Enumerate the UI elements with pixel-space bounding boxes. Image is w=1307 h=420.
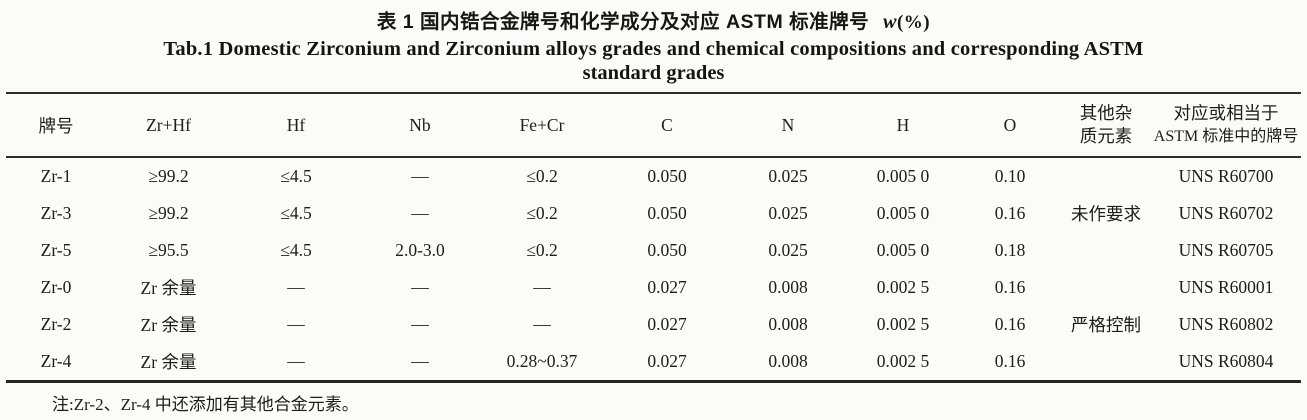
header-other-impurities: 其他杂 质元素	[1061, 93, 1151, 157]
header-astm-equivalent-line2: ASTM 标准中的牌号	[1153, 128, 1299, 145]
cell-n: 0.008	[768, 314, 808, 334]
cell-c: 0.027	[647, 351, 687, 371]
cell-zr-hf: Zr 余量	[140, 315, 197, 335]
cell-o: 0.16	[994, 277, 1026, 297]
cell-c: 0.050	[647, 240, 687, 260]
cell-nb: 2.0-3.0	[395, 240, 445, 260]
cell-zr-hf: ≥95.5	[148, 240, 189, 260]
cell-nb: —	[411, 314, 429, 334]
cell-nb: —	[411, 351, 429, 371]
header-astm-equivalent-line1: 对应或相当于	[1173, 103, 1279, 123]
table-row-zr2: Zr-2 Zr 余量 — — — 0.027 0.008 0.002 5 0.1…	[6, 306, 1301, 343]
cell-c: 0.027	[647, 277, 687, 297]
cell-nb: —	[411, 166, 429, 186]
cell-grade: Zr-1	[40, 166, 72, 186]
cell-impurity-merged-group2: 严格控制	[1071, 315, 1141, 335]
cell-fe-cr: 0.28~0.37	[506, 351, 578, 371]
header-hf: Hf	[286, 114, 306, 135]
cell-fe-cr: ≤0.2	[526, 203, 558, 223]
mass-fraction-unit: (%)	[896, 12, 931, 33]
table-title-english-line1: Tab.1 Domestic Zirconium and Zirconium a…	[163, 38, 1144, 60]
header-h: H	[896, 114, 910, 135]
table-row-zr0: Zr-0 Zr 余量 — — — 0.027 0.008 0.002 5 0.1…	[6, 269, 1301, 335]
header-zr-hf: Zr+Hf	[146, 114, 191, 135]
cell-astm: UNS R60705	[1178, 240, 1274, 260]
cell-n: 0.025	[768, 203, 808, 223]
cell-zr-hf: Zr 余量	[140, 278, 197, 298]
cell-zr-hf: ≥99.2	[148, 166, 189, 186]
cell-nb: —	[411, 203, 429, 223]
cell-grade: Zr-2	[40, 314, 72, 334]
table-title-english-line2: standard grades	[582, 62, 725, 84]
cell-nb: —	[411, 277, 429, 297]
table-row-zr4: Zr-4 Zr 余量 — — 0.28~0.37 0.027 0.008 0.0…	[6, 343, 1301, 382]
composition-table: 牌号 Zr+Hf Hf Nb Fe+Cr C N H O 其他杂 质元素 对应或…	[6, 92, 1301, 383]
cell-hf: —	[287, 277, 305, 297]
cell-o: 0.16	[994, 351, 1026, 371]
cell-hf: ≤4.5	[280, 203, 312, 223]
cell-grade: Zr-0	[40, 277, 72, 297]
header-other-impurities-line1: 其他杂	[1079, 103, 1133, 123]
table-title-zh-text: 表 1 国内锆合金牌号和化学成分及对应 ASTM 标准牌号	[376, 11, 870, 33]
header-grade: 牌号	[38, 115, 74, 136]
header-n: N	[781, 114, 795, 135]
cell-astm: UNS R60804	[1178, 351, 1274, 371]
table-row-zr5: Zr-5 ≥95.5 ≤4.5 2.0-3.0 ≤0.2 0.050 0.025…	[6, 232, 1301, 269]
header-astm-equivalent: 对应或相当于 ASTM 标准中的牌号	[1151, 93, 1301, 157]
cell-o: 0.10	[994, 166, 1026, 186]
header-row: 牌号 Zr+Hf Hf Nb Fe+Cr C N H O 其他杂 质元素 对应或…	[6, 93, 1301, 157]
cell-fe-cr: ≤0.2	[526, 166, 558, 186]
cell-hf: —	[287, 314, 305, 334]
cell-n: 0.025	[768, 166, 808, 186]
cell-c: 0.050	[647, 203, 687, 223]
cell-zr-hf: ≥99.2	[148, 203, 189, 223]
header-o: O	[1003, 114, 1017, 135]
cell-n: 0.025	[768, 240, 808, 260]
table-row-zr3: Zr-3 ≥99.2 ≤4.5 — ≤0.2 0.050 0.025 0.005…	[6, 195, 1301, 232]
mass-fraction-symbol: w	[883, 11, 897, 33]
header-other-impurities-line2: 质元素	[1079, 126, 1133, 146]
header-fe-cr: Fe+Cr	[519, 114, 565, 135]
table-row-zr1: Zr-1 ≥99.2 ≤4.5 — ≤0.2 0.050 0.025 0.005…	[6, 157, 1301, 224]
cell-n: 0.008	[768, 277, 808, 297]
header-c: C	[661, 114, 673, 135]
cell-grade: Zr-4	[40, 351, 72, 371]
cell-h: 0.005 0	[876, 203, 930, 223]
cell-c: 0.050	[647, 166, 687, 186]
cell-h: 0.002 5	[876, 277, 930, 297]
cell-impurity-merged-group1: 未作要求	[1071, 204, 1141, 224]
cell-astm: UNS R60001	[1178, 277, 1274, 297]
cell-fe-cr: —	[533, 277, 551, 297]
cell-zr-hf: Zr 余量	[140, 352, 197, 372]
cell-h: 0.002 5	[876, 314, 930, 334]
cell-n: 0.008	[768, 351, 808, 371]
cell-fe-cr: —	[533, 314, 551, 334]
cell-o: 0.16	[994, 203, 1026, 223]
cell-hf: ≤4.5	[280, 240, 312, 260]
cell-h: 0.005 0	[876, 166, 930, 186]
cell-grade: Zr-3	[40, 203, 72, 223]
table-footnote: 注:Zr-2、Zr-4 中还添加有其他合金元素。	[52, 395, 359, 414]
cell-o: 0.18	[994, 240, 1026, 260]
cell-grade: Zr-5	[40, 240, 72, 260]
cell-astm: UNS R60802	[1178, 314, 1274, 334]
cell-fe-cr: ≤0.2	[526, 240, 558, 260]
cell-hf: ≤4.5	[280, 166, 312, 186]
cell-hf: —	[287, 351, 305, 371]
cell-h: 0.002 5	[876, 351, 930, 371]
table-title-chinese: 表 1 国内锆合金牌号和化学成分及对应 ASTM 标准牌号 w(%)	[0, 0, 1307, 34]
cell-h: 0.005 0	[876, 240, 930, 260]
header-nb: Nb	[409, 114, 431, 135]
cell-astm: UNS R60702	[1178, 203, 1274, 223]
cell-o: 0.16	[994, 314, 1026, 334]
cell-astm: UNS R60700	[1178, 166, 1274, 186]
cell-c: 0.027	[647, 314, 687, 334]
